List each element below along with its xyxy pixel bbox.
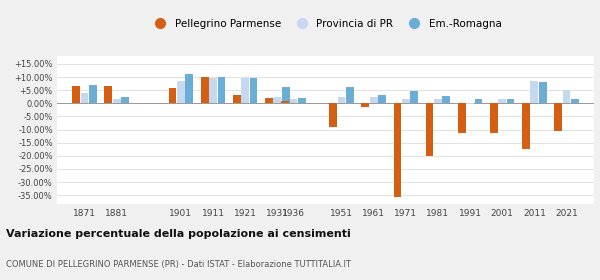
Bar xyxy=(571,99,578,103)
Bar xyxy=(466,103,474,104)
Bar xyxy=(218,77,225,103)
Bar xyxy=(402,99,410,103)
Bar xyxy=(539,82,547,103)
Bar xyxy=(434,99,442,103)
Bar xyxy=(298,98,305,103)
Bar xyxy=(370,97,377,103)
Bar xyxy=(209,78,217,103)
Bar xyxy=(442,96,450,103)
Bar xyxy=(113,99,121,103)
Bar xyxy=(490,103,497,134)
Bar xyxy=(73,86,80,103)
Bar xyxy=(89,85,97,103)
Text: Variazione percentuale della popolazione ai censimenti: Variazione percentuale della popolazione… xyxy=(6,228,351,239)
Bar xyxy=(80,93,88,103)
Bar xyxy=(499,99,506,103)
Bar xyxy=(554,103,562,131)
Bar xyxy=(522,103,530,149)
Bar xyxy=(475,99,482,103)
Bar xyxy=(274,97,281,103)
Bar xyxy=(185,74,193,103)
Bar xyxy=(281,101,289,103)
Bar xyxy=(394,103,401,197)
Bar xyxy=(410,92,418,103)
Bar xyxy=(530,81,538,103)
Bar xyxy=(201,77,209,103)
Legend: Pellegrino Parmense, Provincia di PR, Em.-Romagna: Pellegrino Parmense, Provincia di PR, Em… xyxy=(148,17,503,31)
Bar xyxy=(265,98,273,103)
Text: COMUNE DI PELLEGRINO PARMENSE (PR) - Dati ISTAT - Elaborazione TUTTITALIA.IT: COMUNE DI PELLEGRINO PARMENSE (PR) - Dat… xyxy=(6,260,351,269)
Bar xyxy=(361,103,369,107)
Bar xyxy=(282,87,290,103)
Bar xyxy=(177,81,185,103)
Bar xyxy=(346,87,354,103)
Bar xyxy=(104,86,112,103)
Bar xyxy=(241,78,249,103)
Bar xyxy=(458,103,466,133)
Bar xyxy=(563,90,571,103)
Bar xyxy=(426,103,433,156)
Bar xyxy=(290,99,297,103)
Bar xyxy=(507,99,514,103)
Bar xyxy=(250,78,257,103)
Bar xyxy=(338,97,346,103)
Bar xyxy=(378,95,386,103)
Bar xyxy=(233,95,241,103)
Bar xyxy=(121,97,129,103)
Bar xyxy=(169,88,176,103)
Bar xyxy=(329,103,337,127)
